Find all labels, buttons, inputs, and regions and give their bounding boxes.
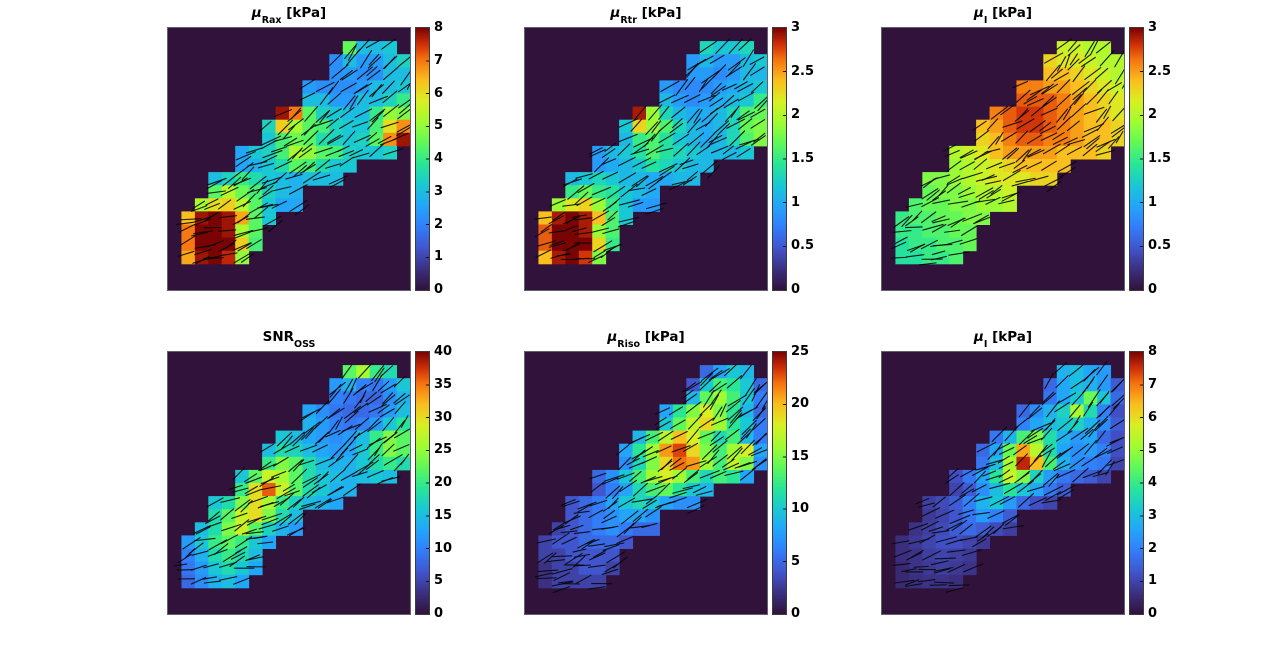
colorbar-tick-label: 0.5 [791, 238, 815, 254]
colorbar-tick-label: 3 [434, 183, 444, 199]
title-subscript: I [983, 14, 988, 26]
title-subscript: Rax [261, 14, 282, 26]
colorbar-tick-label: 35 [434, 376, 453, 392]
colorbar-tick-label: 15 [434, 507, 453, 523]
title-unit: [kPa] [987, 5, 1033, 21]
heatmap-canvas [881, 27, 1125, 291]
title-unit: [kPa] [636, 5, 682, 21]
title-subscript: I [983, 338, 988, 350]
colorbar-tick-label: 40 [434, 344, 453, 359]
colorbar-tick-label: 6 [434, 85, 444, 101]
heatmap-canvas [524, 351, 768, 615]
colorbar-tick-label: 5 [434, 573, 444, 589]
colorbar-tick-label: 2 [1148, 540, 1158, 556]
title-subscript: Rtr [620, 14, 637, 26]
title-symbol: SNR [262, 329, 295, 345]
colorbar-tick-label: 0 [791, 606, 801, 621]
colorbar-tick-label: 7 [1148, 376, 1158, 392]
title-symbol: μ [607, 329, 618, 345]
colorbar-tick-label: 25 [791, 344, 810, 359]
colorbar-tick-label: 1.5 [791, 151, 815, 166]
title-unit: [kPa] [640, 329, 685, 345]
title-symbol: μ [251, 5, 262, 21]
colorbar-tick-label: 8 [1148, 344, 1158, 359]
title-symbol: μ [610, 5, 621, 21]
colorbar-tick-label: 2.5 [791, 63, 815, 79]
colorbar-tick-label: 0 [434, 282, 444, 297]
panel-snr-oss: SNROSS 0 5 10 15 20 25 30 35 40 [167, 329, 479, 621]
colorbar-tick-label: 0 [434, 606, 444, 621]
colorbar-tick-label: 4 [434, 151, 444, 166]
colorbar-tick-label: 1 [791, 194, 801, 210]
colorbar-tick-label: 25 [434, 442, 453, 458]
colorbar-canvas [415, 351, 430, 615]
colorbar-tick-label: 5 [434, 118, 444, 134]
colorbar-tick-label: 6 [1148, 409, 1158, 425]
colorbar-canvas [1129, 351, 1144, 615]
title-subscript: OSS [294, 338, 316, 350]
title-subscript: Riso [617, 338, 641, 350]
colorbar-tick-label: 3 [1148, 20, 1158, 35]
panel-mu-i-top: μI [kPa] 0 0.5 1 1.5 2 2.5 3 [881, 5, 1193, 297]
colorbar-canvas [1129, 27, 1144, 291]
panel-title: SNROSS [168, 329, 410, 350]
colorbar-tick-label: 10 [434, 540, 453, 556]
heatmap-canvas [881, 351, 1125, 615]
panel-title: μRiso [kPa] [525, 329, 767, 350]
colorbar-tick-label: 0 [791, 282, 801, 297]
colorbar-tick-label: 30 [434, 409, 453, 425]
title-unit: [kPa] [987, 329, 1033, 345]
colorbar-tick-label: 2.5 [1148, 63, 1172, 79]
colorbar-tick-label: 2 [434, 216, 444, 232]
panel-title: μRtr [kPa] [525, 5, 767, 26]
colorbar-tick-label: 2 [1148, 107, 1158, 123]
colorbar-tick-label: 5 [791, 553, 801, 569]
colorbar-tick-label: 3 [791, 20, 801, 35]
colorbar-tick-label: 1 [1148, 573, 1158, 589]
panel-title: μI [kPa] [882, 5, 1124, 26]
colorbar-tick-label: 4 [1148, 475, 1158, 490]
colorbar-tick-label: 0.5 [1148, 238, 1172, 254]
colorbar-canvas [772, 27, 787, 291]
colorbar-tick-label: 1.5 [1148, 151, 1172, 166]
colorbar-tick-label: 5 [1148, 442, 1158, 458]
title-symbol: μ [973, 5, 984, 21]
colorbar-canvas [772, 351, 787, 615]
colorbar-tick-label: 2 [791, 107, 801, 123]
panel-title: μRax [kPa] [168, 5, 410, 26]
colorbar-tick-label: 0 [1148, 606, 1158, 621]
colorbar-canvas [415, 27, 430, 291]
panel-mu-i-bottom: μI [kPa] 0 1 2 3 4 5 6 7 8 [881, 329, 1193, 621]
title-symbol: μ [973, 329, 984, 345]
panel-mu-rtr: μRtr [kPa] 0 0.5 1 1.5 2 2.5 3 [524, 5, 836, 297]
colorbar-tick-label: 3 [1148, 507, 1158, 523]
heatmap-canvas [167, 27, 411, 291]
panel-mu-rax: μRax [kPa] 0 1 2 3 4 5 6 7 8 [167, 5, 479, 297]
panel-mu-riso: μRiso [kPa] 0 5 10 15 20 25 [524, 329, 836, 621]
colorbar-tick-label: 1 [1148, 194, 1158, 210]
colorbar-tick-label: 1 [434, 249, 444, 265]
colorbar-tick-label: 15 [791, 448, 810, 464]
colorbar-tick-label: 20 [791, 396, 810, 412]
heatmap-canvas [524, 27, 768, 291]
title-unit: [kPa] [281, 5, 327, 21]
colorbar-tick-label: 0 [1148, 282, 1158, 297]
heatmap-canvas [167, 351, 411, 615]
panel-title: μI [kPa] [882, 329, 1124, 350]
colorbar-tick-label: 20 [434, 475, 453, 490]
colorbar-tick-label: 8 [434, 20, 444, 35]
colorbar-tick-label: 7 [434, 52, 444, 68]
colorbar-tick-label: 10 [791, 501, 810, 517]
